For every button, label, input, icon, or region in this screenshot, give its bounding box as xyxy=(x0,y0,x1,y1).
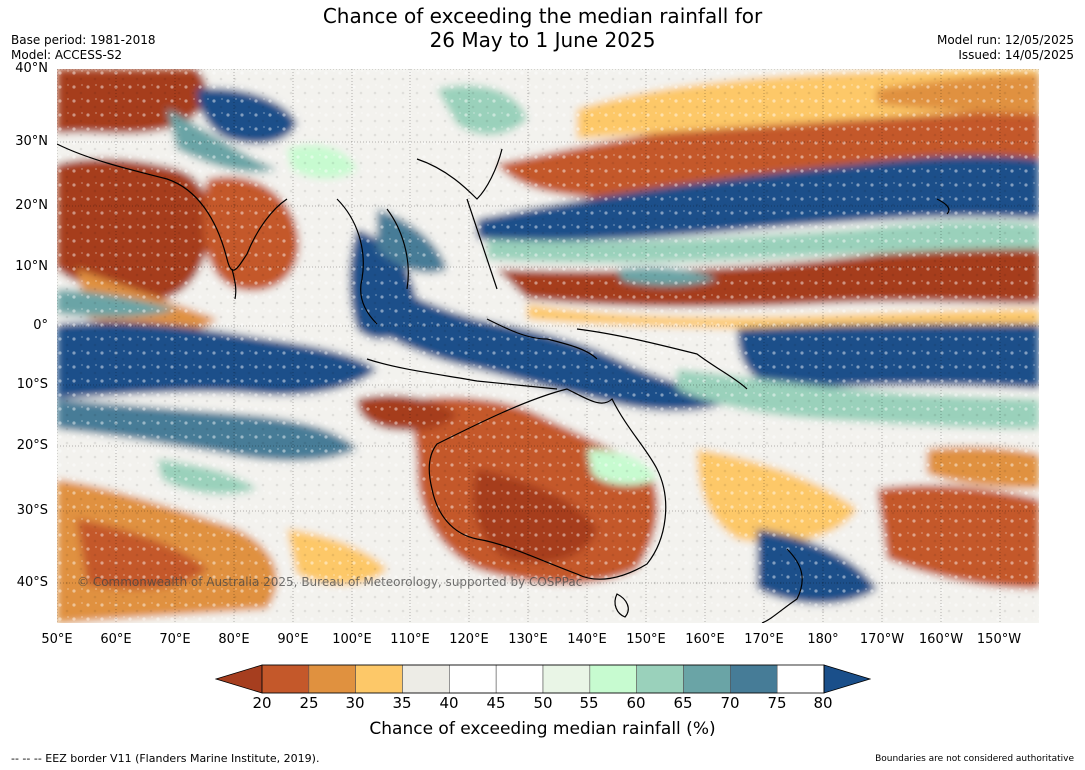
colorbar-tick: 50 xyxy=(533,694,553,712)
lon-label: 70°E xyxy=(159,632,191,647)
colorbar-arrow-low xyxy=(215,664,263,694)
colorbar-tick: 75 xyxy=(767,694,787,712)
rainfall-map xyxy=(57,69,1039,623)
colorbar-outline xyxy=(261,664,825,694)
colorbar-cell xyxy=(308,664,356,694)
colorbar-tick: 35 xyxy=(392,694,412,712)
colorbar-tick: 60 xyxy=(626,694,646,712)
meta-left: Base period: 1981-2018 Model: ACCESS-S2 xyxy=(11,33,156,63)
meta-right: Model run: 12/05/2025 Issued: 14/05/2025 xyxy=(937,33,1074,63)
eez-border-note: -- -- -- EEZ border V11 (Flanders Marine… xyxy=(11,752,320,765)
lat-label: 40°S xyxy=(16,575,48,590)
title-line-2: 26 May to 1 June 2025 xyxy=(429,28,656,52)
copyright-text: © Commonwealth of Australia 2025, Bureau… xyxy=(77,575,583,589)
colorbar-cell xyxy=(355,664,403,694)
lat-label: 30°N xyxy=(15,134,48,149)
lon-label: 170°E xyxy=(744,632,784,647)
colorbar-tick: 70 xyxy=(720,694,740,712)
lat-label: 30°S xyxy=(16,503,48,518)
lon-label: 150°W xyxy=(976,632,1022,647)
colorbar-cell xyxy=(589,664,637,694)
colorbar-tick: 30 xyxy=(345,694,365,712)
lon-label: 140°E xyxy=(567,632,607,647)
lon-label: 170°W xyxy=(859,632,905,647)
colorbar-arrow-high xyxy=(823,664,871,694)
colorbar-label: Chance of exceeding median rainfall (%) xyxy=(369,719,716,739)
coastlines xyxy=(57,143,950,623)
title-line-1: Chance of exceeding the median rainfall … xyxy=(322,4,763,28)
boundaries-disclaimer: Boundaries are not considered authoritat… xyxy=(875,754,1074,764)
lon-label: 100°E xyxy=(332,632,372,647)
lon-label: 180° xyxy=(807,632,839,647)
colorbar xyxy=(215,664,871,694)
lat-label: 0° xyxy=(33,318,48,333)
lon-label: 60°E xyxy=(100,632,132,647)
map-title: Chance of exceeding the median rainfall … xyxy=(0,4,1085,52)
colorbar-tick: 45 xyxy=(486,694,506,712)
lon-label: 160°W xyxy=(918,632,964,647)
colorbar-tick: 25 xyxy=(299,694,319,712)
graticule xyxy=(57,69,1039,623)
colorbar-cell xyxy=(495,664,544,694)
model-run: Model run: 12/05/2025 xyxy=(936,33,1074,47)
lat-label: 10°S xyxy=(16,377,48,392)
lon-label: 50°E xyxy=(41,632,73,647)
lon-label: 160°E xyxy=(685,632,725,647)
issued-date: Issued: 14/05/2025 xyxy=(958,48,1074,62)
lat-label: 40°N xyxy=(15,61,48,76)
colorbar-cell xyxy=(683,664,731,694)
colorbar-tick: 40 xyxy=(439,694,459,712)
colorbar-cells xyxy=(215,664,871,694)
colorbar-cell xyxy=(261,664,310,694)
lat-label: 20°N xyxy=(15,198,48,213)
colorbar-cell xyxy=(636,664,684,694)
colorbar-tick: 80 xyxy=(813,694,833,712)
lon-label: 120°E xyxy=(449,632,489,647)
probability-field xyxy=(57,69,1039,623)
lat-label: 20°S xyxy=(16,438,48,453)
colorbar-cell xyxy=(542,664,591,694)
lat-label: 10°N xyxy=(15,259,48,274)
colorbar-tick: 20 xyxy=(252,694,272,712)
lon-label: 90°E xyxy=(277,632,309,647)
colorbar-tick: 55 xyxy=(579,694,599,712)
colorbar-cell xyxy=(449,664,497,694)
colorbar-tick: 65 xyxy=(673,694,693,712)
colorbar-cell xyxy=(730,664,778,694)
base-period: Base period: 1981-2018 xyxy=(11,33,156,47)
colorbar-cell xyxy=(402,664,450,694)
model-name: Model: ACCESS-S2 xyxy=(11,48,123,62)
lon-label: 130°E xyxy=(508,632,548,647)
lon-label: 80°E xyxy=(218,632,250,647)
lon-label: 150°E xyxy=(626,632,666,647)
lon-label: 110°E xyxy=(390,632,430,647)
